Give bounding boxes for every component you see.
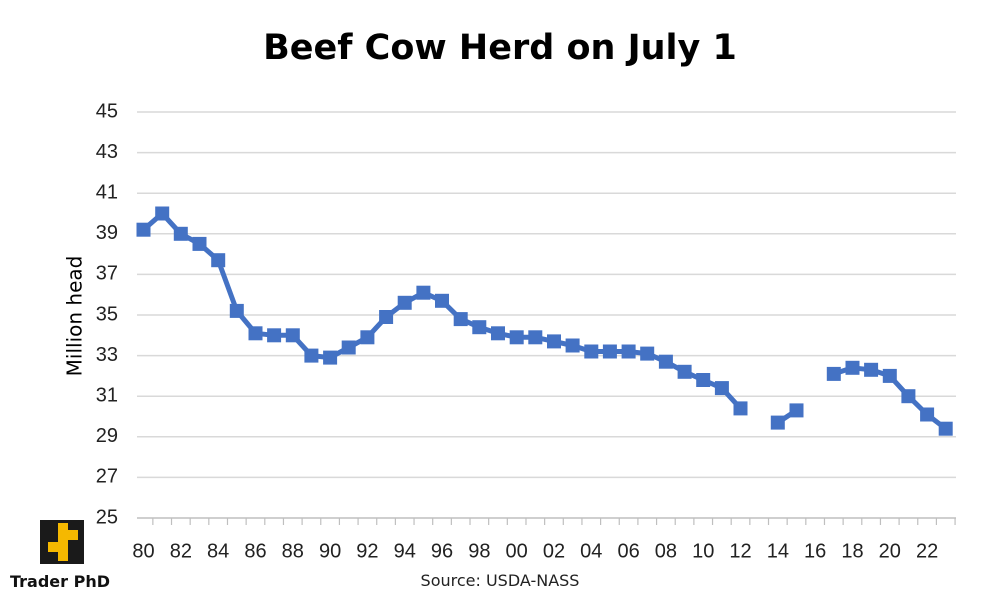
data-point (248, 326, 263, 341)
data-point (789, 403, 804, 418)
x-tick-label: 18 (841, 540, 863, 562)
x-tick-label: 96 (431, 540, 453, 562)
data-point (565, 338, 580, 353)
data-point (192, 236, 207, 251)
x-tick-label: 06 (617, 540, 639, 562)
data-point (360, 330, 375, 345)
data-point (584, 344, 599, 359)
x-tick-label: 84 (207, 540, 229, 562)
data-point (920, 407, 935, 422)
y-tick-label: 31 (96, 384, 118, 406)
y-tick-label: 27 (96, 466, 118, 488)
data-point (658, 354, 673, 369)
data-point (491, 326, 505, 341)
logo-text: Trader PhD (10, 572, 111, 591)
data-point (285, 328, 300, 343)
data-point (640, 346, 655, 361)
data-series (136, 206, 953, 436)
x-tick-label: 98 (468, 540, 490, 562)
data-point (229, 303, 244, 318)
data-point (453, 312, 468, 327)
data-point (714, 381, 729, 396)
data-point (826, 366, 841, 381)
x-tick-label: 02 (543, 540, 565, 562)
x-tick-label: 10 (692, 540, 714, 562)
y-tick-label: 39 (96, 222, 118, 244)
data-point (882, 368, 897, 383)
data-point (864, 362, 879, 377)
data-point (677, 364, 692, 379)
data-point (211, 253, 226, 268)
x-axis (137, 517, 956, 525)
data-point (733, 401, 748, 416)
data-point (528, 330, 543, 345)
y-tick-label: 29 (96, 425, 118, 447)
data-point (304, 348, 319, 363)
y-tick-label: 41 (96, 181, 118, 203)
x-tick-label: 00 (506, 540, 528, 562)
y-tick-label: 43 (96, 141, 118, 163)
logo-mark-icon (40, 520, 84, 564)
x-tick-label: 04 (580, 540, 602, 562)
y-tick-label: 33 (96, 344, 118, 366)
data-point (547, 334, 561, 349)
x-tick-label: 86 (244, 540, 266, 562)
data-point (267, 328, 282, 343)
data-point (509, 330, 524, 345)
data-point (938, 421, 953, 436)
x-tick-label: 80 (132, 540, 154, 562)
x-tick-label: 88 (282, 540, 304, 562)
trader-phd-logo: Trader PhD (8, 518, 118, 596)
data-point (770, 415, 785, 430)
y-tick-label: 35 (96, 303, 118, 325)
y-axis-label: Million head (63, 256, 87, 377)
x-tick-label: 22 (916, 540, 938, 562)
data-point (323, 350, 338, 365)
chart-title: Beef Cow Herd on July 1 (263, 28, 737, 68)
data-point (379, 310, 394, 324)
data-point (341, 340, 356, 355)
data-point (173, 226, 188, 241)
gridlines (137, 111, 956, 479)
data-point (136, 222, 151, 237)
data-point (621, 344, 636, 359)
y-tick-label: 25 (96, 506, 118, 528)
data-point (155, 206, 170, 221)
data-point (696, 373, 711, 387)
data-point (845, 360, 860, 375)
x-tick-label: 20 (879, 540, 901, 562)
y-tick-label: 45 (96, 100, 118, 122)
data-point (416, 285, 431, 300)
x-tick-label: 94 (394, 540, 416, 562)
x-tick-label: 90 (319, 540, 341, 562)
x-tick-label: 12 (729, 540, 751, 562)
data-point (435, 293, 449, 308)
x-tick-label: 08 (655, 540, 677, 562)
x-tick-label: 92 (356, 540, 378, 562)
y-tick-labels: 25 27 29 31 33 35 37 39 41 43 45 (96, 100, 118, 528)
x-tick-labels: 80 82 84 86 88 90 92 94 96 98 00 02 04 06 08 10 12 14 16 18… (132, 540, 938, 562)
data-point (901, 389, 916, 404)
data-point (472, 320, 487, 335)
x-tick-label: 16 (804, 540, 826, 562)
source-note: Source: USDA-NASS (420, 571, 580, 590)
data-point (602, 344, 617, 359)
data-point (397, 295, 412, 310)
x-tick-label: 82 (170, 540, 192, 562)
x-tick-label: 14 (767, 540, 789, 562)
y-tick-label: 37 (96, 263, 118, 285)
